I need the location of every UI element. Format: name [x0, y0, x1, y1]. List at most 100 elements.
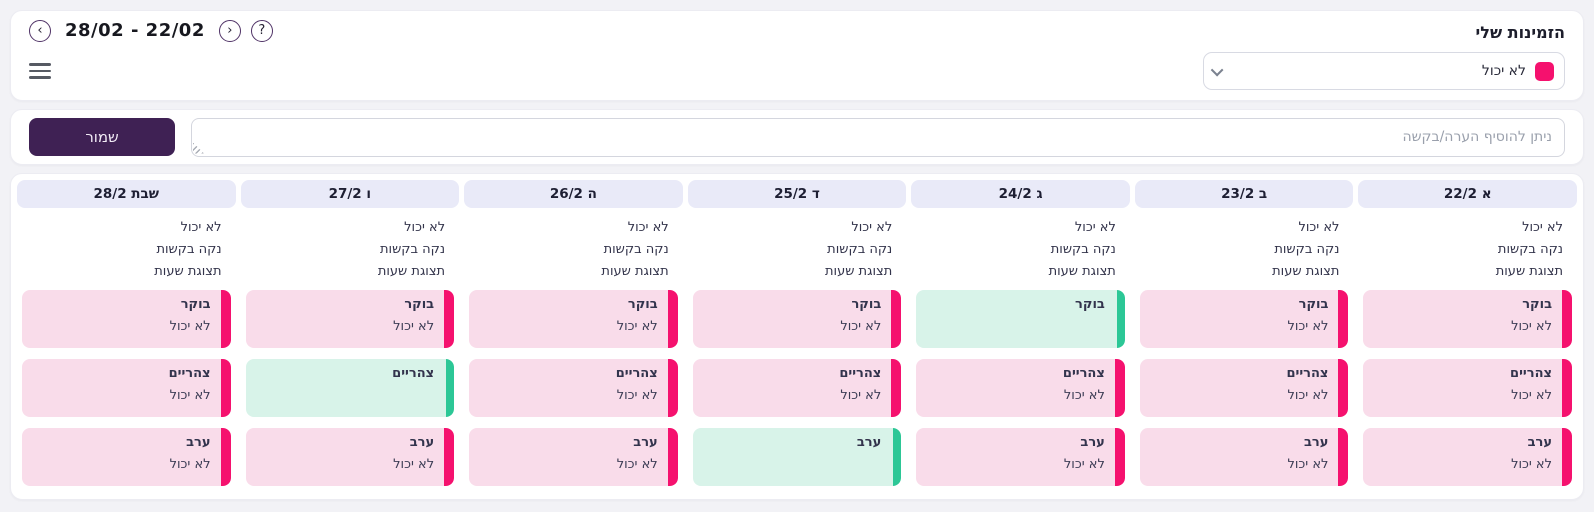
slot-status-text: לא יכול	[1511, 319, 1552, 334]
days-row: א 22/2 לא יכול נקה בקשות תצוגת שעות בוקר לא י…	[16, 180, 1577, 497]
slot-cell-cant[interactable]: בוקר לא יכול	[245, 290, 455, 348]
day-action-link[interactable]: נקה בקשות	[1274, 242, 1340, 257]
status-legend-dropdown[interactable]: לא יכול	[1203, 52, 1565, 90]
day-action-link[interactable]: תצוגת שעות	[1048, 264, 1116, 279]
slot-status-text: לא יכול	[1287, 388, 1329, 403]
day-action-link[interactable]: לא יכול	[1074, 220, 1116, 235]
resize-handle[interactable]	[193, 142, 204, 154]
availability-grid: א 22/2 לא יכול נקה בקשות תצוגת שעות בוקר לא י…	[10, 173, 1584, 500]
note-input[interactable]	[191, 117, 1565, 157]
slot-cell-cant[interactable]: ערב לא יכול	[1139, 428, 1349, 486]
day-action-link[interactable]: תצוגת שעות	[601, 264, 669, 279]
day-action-link[interactable]: לא יכול	[851, 220, 893, 235]
slot-cell-available[interactable]: בוקר	[916, 290, 1125, 348]
slot-period-label: בוקר	[627, 297, 658, 312]
slot-cell-cant[interactable]: ערב לא יכול	[21, 428, 231, 486]
slot-status-bar	[444, 290, 455, 348]
day-actions: לא יכול נקה בקשות תצוגת שעות	[1358, 213, 1577, 290]
day-actions: לא יכול נקה בקשות תצוגת שעות	[17, 213, 236, 290]
slot-period-label: ערב	[633, 435, 658, 450]
slot-cell-cant[interactable]: צהריים לא יכול	[469, 359, 678, 417]
slot-cell-cant[interactable]: צהריים לא יכול	[1363, 359, 1572, 417]
date-range-label: 28/02 - 22/02	[65, 20, 205, 41]
day-column: א 22/2 לא יכול נקה בקשות תצוגת שעות בוקר לא י…	[1358, 180, 1577, 497]
day-column: ב 23/2 לא יכול נקה בקשות תצוגת שעות בוקר לא י…	[1134, 180, 1354, 497]
day-action-link[interactable]: נקה בקשות	[827, 242, 893, 257]
slot-status-text: לא יכול	[616, 457, 658, 472]
day-action-link[interactable]: לא יכול	[1298, 220, 1340, 235]
slot-status-text: לא יכול	[393, 457, 435, 472]
slot-status-bar	[446, 359, 455, 417]
day-action-link[interactable]: תצוגת שעות	[154, 264, 222, 279]
slot-cell-cant[interactable]: בוקר לא יכול	[21, 290, 231, 348]
slot-cell-cant[interactable]: צהריים לא יכול	[1139, 359, 1349, 417]
day-action-link[interactable]: תצוגת שעות	[824, 264, 893, 279]
header-card: הזמינות שלי ‹ 28/02 - 22/02 › ? לא יכול	[10, 10, 1584, 101]
slot-status-bar	[1114, 428, 1125, 486]
day-column: ו 27/2 לא יכול נקה בקשות תצוגת שעות בוקר לא י…	[240, 180, 460, 497]
slot-period-label: ערב	[1304, 435, 1329, 450]
legend-selected-label: לא יכול	[1481, 63, 1526, 79]
day-action-link[interactable]: תצוגת שעות	[1495, 264, 1563, 279]
slot-period-label: בוקר	[180, 297, 211, 312]
day-column: ג 24/2 לא יכול נקה בקשות תצוגת שעות בוקר צהרי…	[911, 180, 1130, 497]
help-button[interactable]: ?	[250, 19, 273, 42]
slot-status-bar	[1562, 290, 1572, 348]
day-action-link[interactable]: לא יכול	[404, 220, 446, 235]
day-action-link[interactable]: נקה בקשות	[156, 242, 222, 257]
slot-cell-cant[interactable]: צהריים לא יכול	[916, 359, 1125, 417]
slot-cell-cant[interactable]: בוקר לא יכול	[1363, 290, 1572, 348]
slot-period-label: צהריים	[168, 366, 211, 381]
slot-status-text: לא יכול	[840, 319, 882, 334]
slot-cell-available[interactable]: צהריים	[245, 359, 455, 417]
day-action-link[interactable]: נקה בקשות	[1497, 242, 1563, 257]
day-actions: לא יכול נקה בקשות תצוגת שעות	[1135, 213, 1354, 290]
slot-status-bar	[220, 290, 231, 348]
slot-cell-cant[interactable]: ערב לא יכול	[916, 428, 1125, 486]
day-header: א 22/2	[1358, 180, 1577, 208]
slot-status-bar	[1116, 290, 1125, 348]
menu-icon[interactable]	[29, 60, 51, 81]
slot-status-bar	[891, 359, 902, 417]
day-header: ג 24/2	[911, 180, 1130, 208]
day-actions: לא יכול נקה בקשות תצוגת שעות	[688, 213, 907, 290]
slot-cell-cant[interactable]: ערב לא יכול	[245, 428, 455, 486]
slot-period-label: בוקר	[1522, 297, 1552, 312]
day-action-link[interactable]: נקה בקשות	[603, 242, 669, 257]
slot-cell-cant[interactable]: בוקר לא יכול	[1139, 290, 1349, 348]
slot-cell-cant[interactable]: ערב לא יכול	[469, 428, 678, 486]
day-action-link[interactable]: תצוגת שעות	[1272, 264, 1340, 279]
note-input-wrap	[191, 117, 1565, 157]
day-action-link[interactable]: לא יכול	[627, 220, 669, 235]
prev-week-button[interactable]: ‹	[29, 19, 51, 42]
slot-period-label: ערב	[186, 435, 211, 450]
slot-status-bar	[667, 359, 678, 417]
slot-cell-cant[interactable]: צהריים לא יכול	[692, 359, 902, 417]
slot-cell-cant[interactable]: צהריים לא יכול	[21, 359, 231, 417]
save-button[interactable]: שמור	[29, 118, 175, 156]
day-column: שבת 28/2 לא יכול נקה בקשות תצוגת שעות בוקר לא…	[16, 180, 236, 497]
slot-status-text: לא יכול	[1063, 457, 1105, 472]
day-action-link[interactable]: תצוגת שעות	[377, 264, 446, 279]
slot-status-text: לא יכול	[840, 388, 882, 403]
day-action-link[interactable]: נקה בקשות	[380, 242, 446, 257]
slot-period-label: בוקר	[851, 297, 882, 312]
day-column: ה 26/2 לא יכול נקה בקשות תצוגת שעות בוקר לא י…	[464, 180, 683, 497]
note-card: שמור	[10, 109, 1584, 165]
slot-period-label: ערב	[856, 435, 882, 450]
day-action-link[interactable]: לא יכול	[180, 220, 222, 235]
slot-cell-cant[interactable]: בוקר לא יכול	[469, 290, 678, 348]
day-action-link[interactable]: נקה בקשות	[1050, 242, 1116, 257]
next-week-button[interactable]: ›	[218, 19, 241, 42]
slot-period-label: צהריים	[1062, 366, 1105, 381]
slot-status-bar	[891, 290, 902, 348]
slot-cell-available[interactable]: ערב	[692, 428, 902, 486]
slot-status-bar	[1114, 359, 1125, 417]
header-top-row: הזמינות שלי ‹ 28/02 - 22/02 › ?	[29, 19, 1565, 42]
slot-status-text: לא יכול	[1511, 457, 1552, 472]
slot-cell-cant[interactable]: בוקר לא יכול	[692, 290, 902, 348]
slot-status-bar	[1562, 359, 1572, 417]
slot-cell-cant[interactable]: ערב לא יכול	[1363, 428, 1572, 486]
day-header: שבת 28/2	[16, 180, 236, 208]
day-action-link[interactable]: לא יכול	[1522, 220, 1563, 235]
